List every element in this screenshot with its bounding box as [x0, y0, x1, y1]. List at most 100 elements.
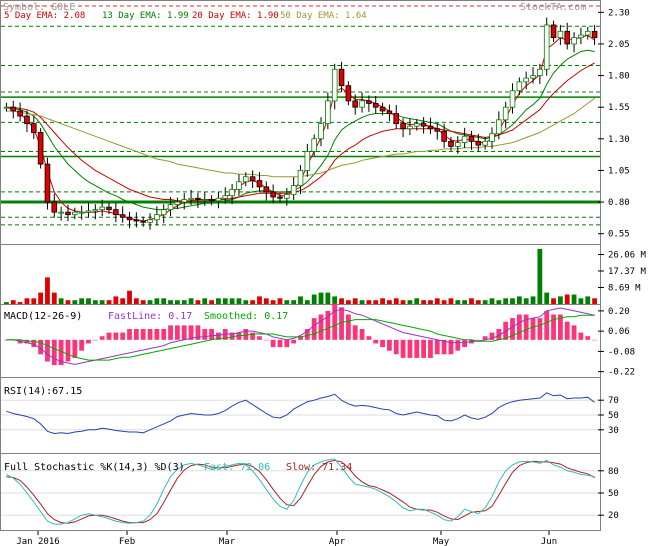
volume-bar [325, 292, 331, 304]
macd-histogram-bar [86, 339, 91, 344]
candle-body [359, 100, 365, 108]
candle-body [85, 210, 92, 213]
candle-body [65, 211, 71, 216]
volume-bar [222, 298, 228, 304]
macd-histogram-bar [578, 332, 584, 340]
volume-bar [523, 298, 529, 304]
macd-histogram-bar [154, 328, 160, 340]
macd-histogram-bar [31, 339, 37, 348]
ema5-legend: 5 Day EMA: 2.08 [4, 11, 85, 21]
macd-histogram-bar [557, 314, 563, 340]
stochastic-k-line [6, 458, 595, 525]
macd-histogram-bar [257, 336, 262, 340]
candle-body [37, 132, 44, 165]
macd-histogram-bar [38, 339, 44, 355]
volume-bar [86, 298, 91, 304]
candle-body [352, 100, 359, 108]
price-tick-label: 2.30 [608, 8, 630, 18]
volume-bar [127, 290, 132, 304]
candle-body [584, 30, 591, 36]
macd-histogram-bar [544, 310, 550, 340]
macd-slow-line [6, 314, 595, 361]
volume-bar [510, 298, 515, 304]
candle-body [448, 140, 454, 147]
macd-tick-label: -0.22 [608, 368, 635, 378]
candle-body [106, 206, 112, 211]
macd-histogram-bar [311, 318, 317, 340]
brand-label: StockTA.com [520, 2, 586, 13]
macd-histogram-bar [161, 328, 167, 340]
candle-body [338, 68, 345, 87]
candle-body [407, 125, 413, 130]
macd-histogram-bar [523, 314, 529, 340]
volume-bar [537, 248, 543, 304]
volume-tick-label: 8.69 M [608, 283, 641, 293]
volume-bar [345, 300, 351, 304]
macd-histogram-bar [72, 339, 78, 358]
volume-bar [31, 298, 37, 304]
candle-body [10, 106, 17, 112]
price-layer [1, 5, 600, 230]
stochastic-slow-label: Slow: 71.34 [286, 462, 352, 473]
macd-histogram-bar [304, 328, 310, 340]
volume-bar [92, 300, 98, 304]
macd-slow-label: Smoothed: 0.17 [204, 311, 288, 322]
macd-histogram-bar [530, 318, 536, 340]
candle-body [557, 30, 564, 39]
candle-body [578, 34, 584, 39]
price-tick-label: 0.55 [608, 230, 630, 240]
volume-bar [24, 298, 30, 304]
volume-bar [38, 292, 44, 304]
candle-body [455, 142, 461, 147]
macd-histogram-bar [113, 332, 119, 340]
macd-histogram-bar [133, 328, 139, 340]
candle-body [489, 133, 495, 142]
macd-histogram-bar [462, 339, 468, 348]
volume-bar [17, 302, 23, 304]
volume-bar [352, 298, 358, 304]
macd-histogram-bar [263, 339, 269, 341]
candle-body [92, 209, 99, 212]
macd-histogram-bar [298, 336, 303, 340]
volume-bar [400, 300, 406, 304]
volume-bar [120, 298, 126, 304]
candle-body [427, 125, 434, 130]
candle-body [174, 201, 181, 205]
x-tick-label: May [433, 537, 450, 546]
macd-histogram-bar [489, 332, 495, 340]
macd-histogram-bar [45, 339, 50, 362]
volume-bar [236, 298, 242, 304]
volume-bar [202, 298, 208, 304]
macd-histogram-bar [216, 332, 221, 340]
candle-body [270, 191, 276, 198]
macd-histogram-bar [516, 314, 522, 340]
macd-histogram-bar [434, 339, 440, 355]
candle-body [496, 119, 502, 135]
macd-histogram-bar [551, 314, 556, 340]
price-tick-label: 1.30 [608, 135, 630, 145]
volume-bar [216, 298, 221, 304]
candle-body [195, 197, 201, 200]
candle-body [297, 170, 304, 187]
volume-bar [489, 298, 495, 304]
macd-histogram-bar [202, 328, 208, 340]
volume-bar [564, 294, 570, 304]
macd-histogram-bar [120, 332, 126, 340]
volume-tick-label: 17.37 M [608, 267, 647, 277]
volume-bar [366, 300, 372, 304]
volume-bar [79, 298, 85, 304]
volume-bar [387, 300, 392, 304]
volume-bar [161, 298, 167, 304]
candle-body [379, 106, 386, 112]
candle-body [188, 197, 194, 200]
volume-bar [250, 300, 256, 304]
x-tick-label: Apr [329, 537, 346, 546]
candle-body [44, 163, 51, 203]
volume-bar [209, 300, 214, 304]
x-tick-label: Jan 2016 [16, 537, 59, 546]
volume-bar [195, 300, 201, 304]
volume-bar [10, 300, 16, 304]
volume-bar [257, 296, 262, 304]
macd-histogram-bar [92, 339, 98, 341]
macd-histogram-bar [592, 339, 597, 341]
